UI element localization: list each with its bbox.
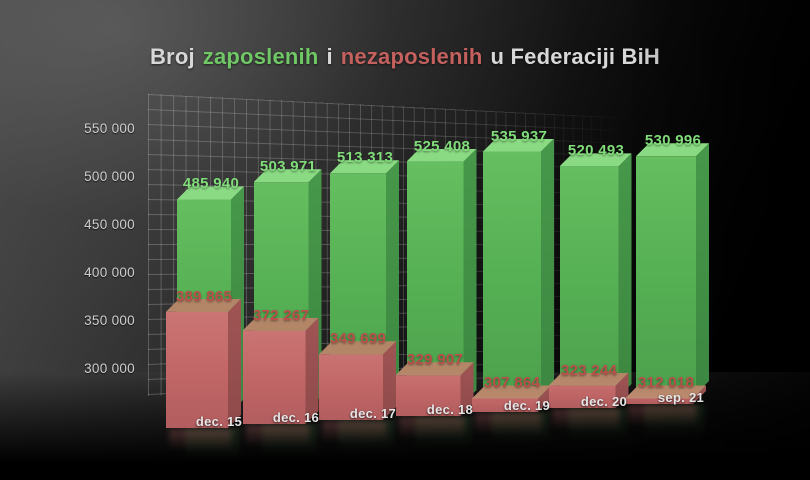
y-axis-tick: 550 000 — [84, 121, 135, 136]
title-unemployed-word: nezaposlenih — [340, 44, 483, 69]
y-axis-tick: 500 000 — [84, 169, 135, 184]
value-label-unemployed: 349 699 — [329, 330, 387, 348]
x-axis-label: sep. 21 — [657, 390, 705, 405]
title-text-2: i — [326, 44, 333, 69]
chart-title: Broj zaposlenih i nezaposlenih u Federac… — [0, 44, 810, 70]
value-label-unemployed: 372 267 — [252, 306, 310, 324]
y-axis-tick: 300 000 — [84, 361, 135, 376]
bar-reflection — [169, 429, 231, 453]
value-label-employed: 530 996 — [644, 132, 702, 150]
title-employed-word: zaposlenih — [202, 44, 319, 69]
bar-employed-dec20 — [559, 153, 632, 397]
y-axis-tick: 400 000 — [84, 265, 135, 280]
bar-employed-sep21 — [636, 143, 709, 394]
value-label-unemployed: 329 907 — [406, 351, 464, 369]
y-axis-tick: 450 000 — [84, 217, 135, 232]
value-label-employed: 485 940 — [182, 175, 240, 193]
value-label-unemployed: 312 018 — [637, 374, 695, 392]
value-label-unemployed: 389 865 — [175, 287, 233, 305]
title-text-3: u Federaciji BiH — [490, 44, 661, 69]
y-axis-tick: 350 000 — [84, 313, 135, 328]
title-text-1: Broj — [149, 44, 195, 69]
